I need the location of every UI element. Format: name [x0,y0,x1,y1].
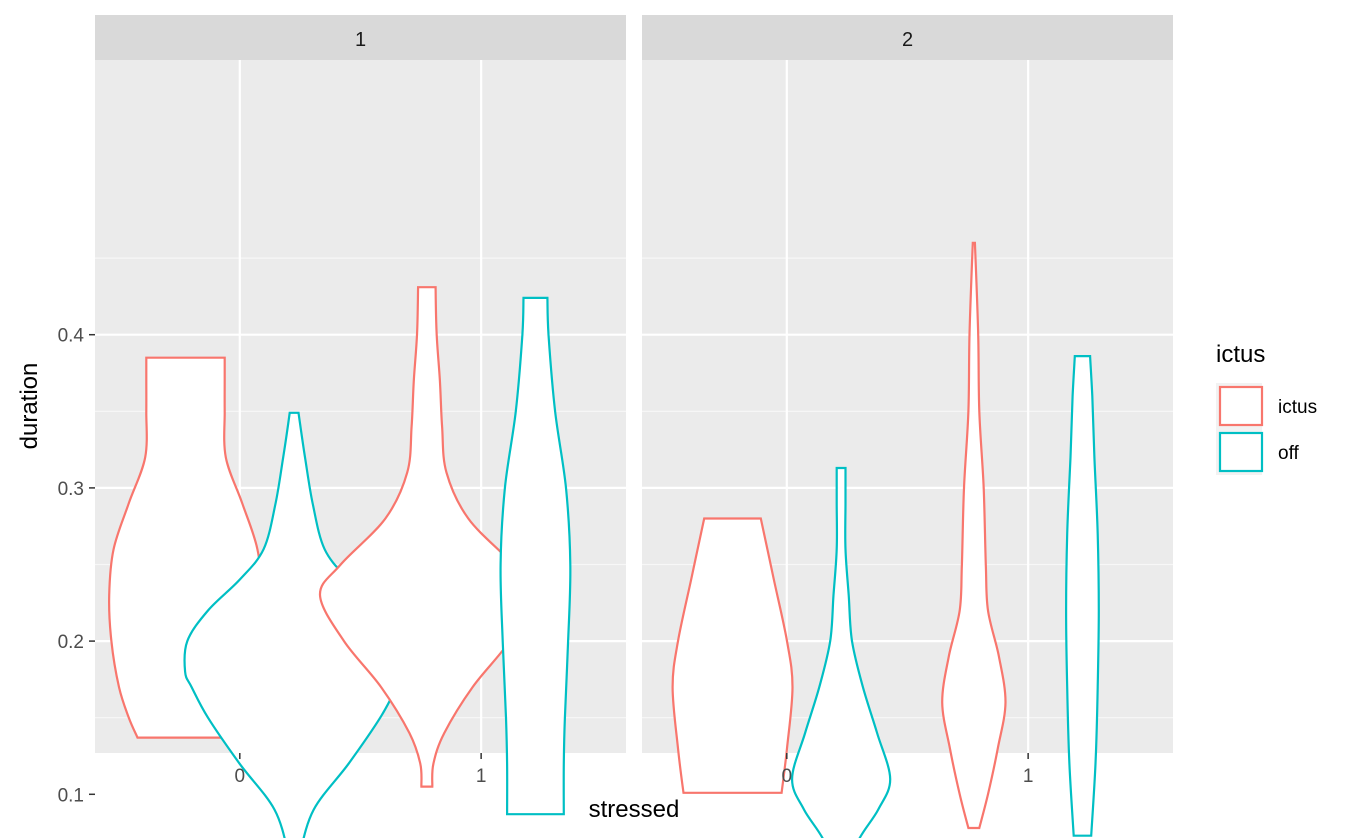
y-tick-label: 0.2 [58,632,84,653]
facet-strip [95,15,626,60]
violin-ictus-stressed-0 [671,517,794,794]
y-tick-label: 0.4 [58,326,85,347]
legend-label: off [1278,443,1300,464]
facet-strip [642,15,1173,60]
legend: ictus ictus off [1216,341,1317,475]
y-axis-title: duration [16,363,43,450]
x-tick-label: 1 [476,766,487,787]
violin-off-stressed-0 [790,466,892,838]
legend-label: ictus [1278,397,1317,418]
y-tick-label: 0.1 [58,785,84,806]
y-tick-label: 0.3 [58,479,84,500]
facet-strip-label: 1 [355,29,366,51]
legend-key-off: off [1216,429,1300,475]
violin-off-stressed-1 [499,296,572,816]
x-tick-label: 0 [782,766,793,787]
legend-swatch [1218,431,1264,473]
violin-ictus-stressed-1 [941,241,1007,830]
legend-title: ictus [1216,341,1265,368]
x-tick-label: 0 [235,766,246,787]
x-axis-title: stressed [589,796,680,823]
legend-swatch [1218,385,1264,427]
facet-panels: 1 0 1 2 0 1 0.1 0.2 0.3 0.4 [58,15,1173,838]
legend-key-ictus: ictus [1216,383,1317,429]
x-tick-label: 1 [1023,766,1034,787]
facet-panel-2: 2 0 1 [642,15,1173,838]
violin-off-stressed-1 [1064,355,1100,837]
facet-panel-1: 1 0 1 [95,15,626,838]
violin-off-stressed-0 [183,411,405,838]
facet-strip-label: 2 [902,29,913,51]
y-axis: 0.1 0.2 0.3 0.4 [58,326,95,806]
